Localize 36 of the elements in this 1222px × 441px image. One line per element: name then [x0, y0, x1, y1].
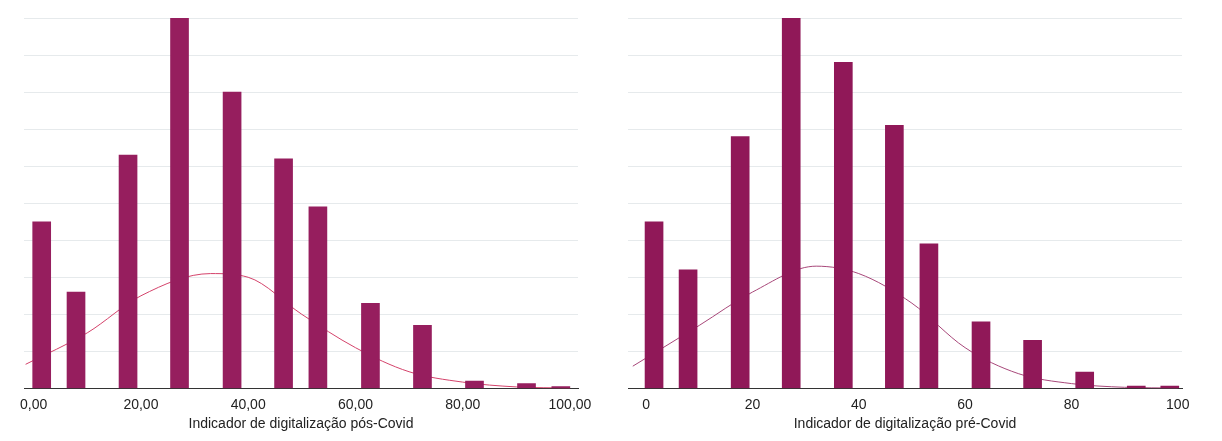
bar: [551, 386, 571, 389]
x-axis-title: Indicador de digitalização pós-Covid: [188, 415, 414, 432]
x-tick-label: 60: [957, 395, 974, 412]
bar: [308, 206, 328, 389]
bar: [1075, 371, 1095, 389]
x-tick-label: 20,00: [123, 395, 159, 412]
x-tick-label: 100,00: [548, 395, 592, 412]
x-tick-label: 0: [642, 395, 651, 412]
x-tick-label: 100: [1166, 395, 1190, 412]
bar: [66, 291, 86, 389]
bar: [678, 269, 698, 389]
bar: [118, 154, 138, 389]
bar: [361, 302, 380, 389]
bar: [919, 243, 939, 389]
x-tick-label: 40,00: [230, 395, 266, 412]
bar: [465, 380, 484, 389]
x-tick-label: 0,00: [20, 395, 48, 412]
x-tick-label: 80: [1063, 395, 1080, 412]
bar: [170, 18, 189, 389]
x-tick-label: 40: [850, 395, 867, 412]
bar: [413, 325, 432, 389]
bar: [274, 158, 293, 389]
x-tick-label: 60,00: [337, 395, 374, 412]
bar: [222, 91, 242, 389]
bar: [644, 221, 664, 389]
bar: [1023, 339, 1042, 389]
bar: [781, 18, 801, 389]
bar: [517, 383, 536, 389]
bar: [885, 125, 904, 389]
bar: [730, 136, 750, 389]
bar: [32, 221, 52, 389]
x-tick-label: 20: [744, 395, 761, 412]
bar: [971, 321, 991, 389]
bar: [834, 62, 853, 389]
x-axis-title: Indicador de digitalização pré-Covid: [793, 415, 1017, 432]
x-tick-label: 80,00: [445, 395, 481, 412]
